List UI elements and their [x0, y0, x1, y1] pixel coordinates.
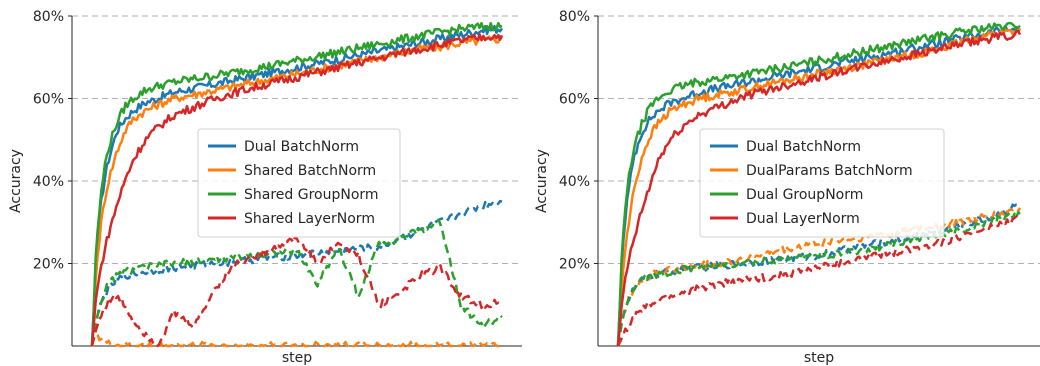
y-tick-label: 20%: [33, 257, 64, 273]
series-line-dashed: [616, 211, 1021, 347]
y-tick-label: 40%: [33, 174, 64, 190]
legend-label: Dual BatchNorm: [244, 139, 359, 155]
series-line-dashed: [616, 202, 1021, 347]
y-tick-label: 60%: [33, 92, 64, 108]
series-line-dual-layernorm: [616, 29, 1022, 347]
x-axis-label: step: [282, 350, 312, 366]
legend-label: Dual BatchNorm: [746, 139, 861, 155]
series-line-dashed: [90, 218, 503, 347]
legend-label: Shared LayerNorm: [244, 211, 375, 227]
legend-label: Shared BatchNorm: [244, 163, 376, 179]
series-line-dashed: [90, 235, 503, 348]
series-line-dashed: [616, 207, 1022, 347]
series-line-dashed: [90, 199, 503, 347]
legend-label: Shared GroupNorm: [244, 187, 379, 203]
y-tick-label: 80%: [559, 9, 590, 25]
legend: Dual BatchNorm Shared BatchNorm Shared Gro…: [197, 128, 401, 238]
legend-label: Dual GroupNorm: [746, 187, 863, 203]
legend-box: [699, 128, 945, 238]
y-tick-label: 40%: [559, 174, 590, 190]
y-axis-label: Accuracy: [534, 149, 550, 213]
y-axis-label: Accuracy: [8, 149, 24, 213]
series-line-dual-batchnorm: [616, 24, 1022, 347]
y-tick-label: 60%: [559, 92, 590, 108]
legend-box: [197, 128, 401, 238]
series-line-shared-layernorm: [90, 33, 504, 347]
series-line-shared-groupnorm: [90, 21, 503, 347]
series-line-dashed: [90, 333, 503, 348]
y-tick-label: 80%: [33, 9, 64, 25]
legend-label: DualParams BatchNorm: [746, 163, 913, 179]
series-line-dashed: [616, 215, 1021, 347]
legend-label: Dual LayerNorm: [746, 211, 860, 227]
y-tick-label: 20%: [559, 257, 590, 273]
chart-panel-1: 20% 40% 60% 80% step Accuracy Dual BatchNorm Sh…: [8, 9, 522, 366]
legend: Dual BatchNorm DualParams BatchNorm Dual G…: [699, 128, 945, 238]
x-axis-label: step: [804, 350, 834, 366]
series-line-dual-groupnorm: [616, 21, 1021, 347]
